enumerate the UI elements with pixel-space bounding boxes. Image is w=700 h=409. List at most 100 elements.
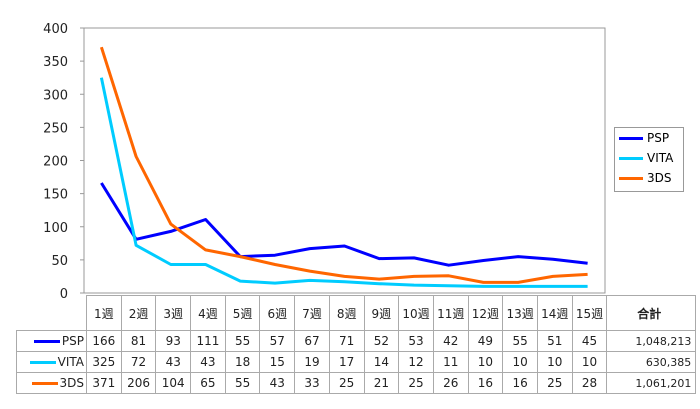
data-label: 19 (294, 351, 330, 373)
y-tick-label: 250 (43, 121, 68, 136)
x-tick-label: 12週 (467, 295, 504, 331)
data-label: 55 (502, 330, 538, 352)
data-label: 16 (467, 372, 504, 394)
data-label: 55 (224, 372, 261, 394)
legend-swatch (619, 156, 643, 160)
x-tick-label: 3週 (155, 295, 192, 331)
legend-label: 3DS (647, 171, 672, 185)
table-row: VITA 325 72 43 43 18 15 19 17 14 12 11 10 10 10 10 630,3… (16, 351, 697, 373)
series-total: 630,385 (606, 351, 697, 373)
legend-swatch (33, 340, 60, 343)
y-tick-label: 400 (43, 22, 68, 37)
series-label-cell: VITA (16, 351, 87, 373)
x-tick-label: 1週 (86, 295, 122, 331)
legend-item: 3DS (615, 168, 683, 188)
data-label: 81 (120, 330, 157, 352)
data-label: 12 (398, 351, 434, 373)
data-label: 11 (432, 351, 469, 373)
legend-swatch (619, 136, 643, 140)
x-tick-label: 9週 (363, 295, 400, 331)
data-label: 166 (86, 330, 122, 352)
x-tick-label: 10週 (398, 295, 434, 331)
data-label: 42 (432, 330, 469, 352)
legend-swatch (29, 361, 56, 364)
x-tick-label: 6週 (259, 295, 296, 331)
data-label: 104 (155, 372, 192, 394)
data-label: 206 (120, 372, 157, 394)
data-label: 16 (502, 372, 538, 394)
legend: PSP VITA 3DS (614, 127, 684, 192)
data-label: 10 (467, 351, 504, 373)
data-label: 65 (190, 372, 226, 394)
series-line-psp (100, 182, 588, 267)
data-label: 71 (328, 330, 365, 352)
data-label: 43 (155, 351, 192, 373)
data-label: 18 (224, 351, 261, 373)
table-header-row: 1週 2週 3週 4週 5週 6週 7週 8週 9週 10週 11週 12週 13週 14週 15週 合計 (16, 295, 697, 331)
x-tick-label: 13週 (502, 295, 538, 331)
data-label: 49 (467, 330, 504, 352)
x-tick-label: 5週 (224, 295, 261, 331)
data-label: 371 (86, 372, 122, 394)
y-tick-label: 150 (43, 188, 68, 203)
data-label: 14 (363, 351, 400, 373)
y-tick-label: 50 (51, 254, 68, 269)
series-label-cell: 3DS (16, 372, 87, 394)
data-label: 10 (536, 351, 573, 373)
legend-label: VITA (647, 151, 674, 165)
x-tick-label: 4週 (190, 295, 226, 331)
data-table: 1週 2週 3週 4週 5週 6週 7週 8週 9週 10週 11週 12週 13週 14週 15週 合計 PS… (16, 295, 697, 394)
data-label: 45 (571, 330, 608, 352)
data-label: 28 (571, 372, 608, 394)
data-label: 93 (155, 330, 192, 352)
y-tick-label: 200 (43, 155, 68, 170)
data-label: 26 (432, 372, 469, 394)
y-tick-label: 300 (43, 88, 68, 103)
x-tick-label: 14週 (536, 295, 573, 331)
y-tick-label: 350 (43, 55, 68, 70)
series-label-cell: PSP (16, 330, 87, 352)
legend-label: PSP (647, 131, 670, 145)
data-label: 43 (190, 351, 226, 373)
data-label: 17 (328, 351, 365, 373)
data-label: 15 (259, 351, 296, 373)
x-tick-label: 15週 (571, 295, 608, 331)
x-tick-label: 8週 (328, 295, 365, 331)
data-label: 55 (224, 330, 261, 352)
x-tick-label: 2週 (120, 295, 157, 331)
data-label: 67 (294, 330, 330, 352)
y-tick-label: 0 (60, 287, 68, 302)
data-label: 72 (120, 351, 157, 373)
total-header: 合計 (606, 295, 697, 331)
data-label: 25 (536, 372, 573, 394)
table-row: PSP 166 81 93 111 55 57 67 71 52 53 42 49 55 51 45 1,048… (16, 330, 697, 352)
series-name: PSP (61, 334, 84, 348)
table-row: 3DS 371 206 104 65 55 43 33 25 21 25 26 16 16 25 28 1,06… (16, 372, 697, 394)
x-tick-label: 11週 (432, 295, 469, 331)
data-label: 53 (398, 330, 434, 352)
legend-item: PSP (615, 128, 683, 148)
data-label: 25 (398, 372, 434, 394)
data-label: 57 (259, 330, 296, 352)
data-label: 111 (190, 330, 226, 352)
data-label: 325 (86, 351, 122, 373)
series-total: 1,048,213 (606, 330, 697, 352)
plot-area (83, 27, 606, 294)
series-line-vita (99, 77, 588, 288)
data-label: 51 (536, 330, 573, 352)
data-label: 25 (328, 372, 365, 394)
series-name: 3DS (59, 376, 85, 390)
data-label: 10 (502, 351, 538, 373)
corner-cell (16, 295, 87, 331)
x-tick-label: 7週 (294, 295, 330, 331)
data-label: 52 (363, 330, 400, 352)
legend-swatch (619, 176, 643, 180)
data-label: 33 (294, 372, 330, 394)
legend-swatch (31, 382, 58, 385)
series-name: VITA (57, 355, 84, 369)
legend-item: VITA (615, 148, 683, 168)
data-label: 21 (363, 372, 400, 394)
y-tick-label: 100 (43, 221, 68, 236)
